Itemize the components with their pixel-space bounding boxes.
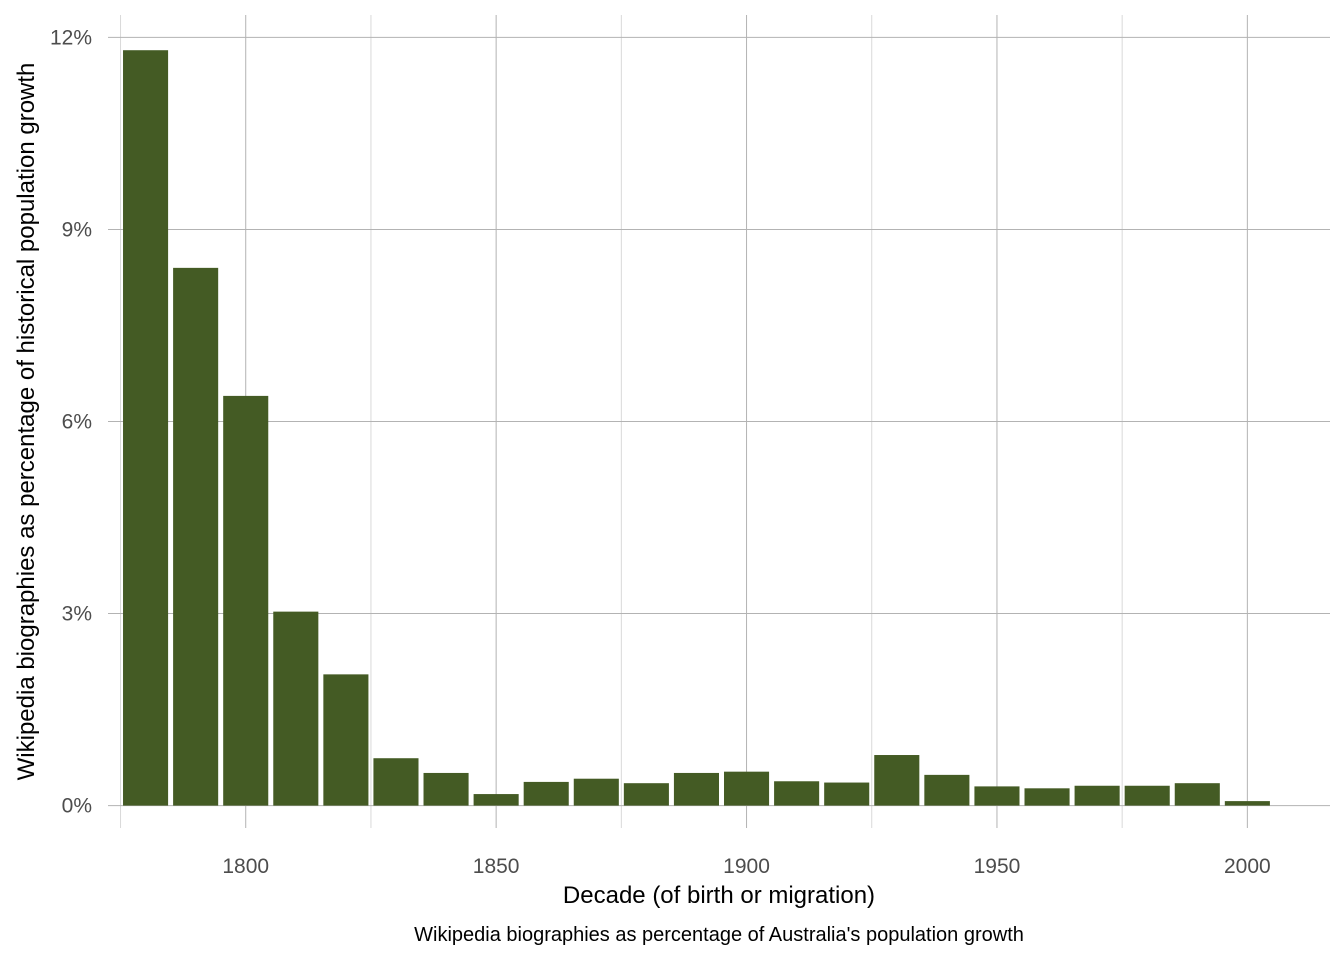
bar-1840 [423,772,469,806]
bar-1810 [273,611,319,806]
bar-1790 [173,267,219,806]
y-axis-title: Wikipedia biographies as percentage of h… [13,63,40,781]
bar-1910 [774,781,820,806]
bar-1850 [473,794,519,806]
bar-1980 [1124,785,1170,806]
bar-1780 [123,50,169,806]
bar-1800 [223,395,269,806]
bar-1930 [874,755,920,806]
bars [123,50,1270,806]
y-tick-label: 9% [62,218,92,241]
x-tick-label: 1800 [222,855,269,878]
bar-2000 [1224,801,1270,806]
bar-1860 [523,781,569,806]
x-tick-label: 1950 [974,855,1021,878]
bar-1960 [1024,788,1070,806]
x-axis-title: Decade (of birth or migration) [563,882,875,909]
bar-1830 [373,758,419,806]
bar-1880 [623,783,669,806]
x-tick-label: 2000 [1224,855,1271,878]
y-tick-label: 3% [62,603,92,626]
x-tick-label: 1900 [723,855,770,878]
bar-1990 [1174,783,1220,806]
x-tick-label: 1850 [473,855,520,878]
y-tick-label: 12% [50,26,92,49]
bar-1820 [323,674,369,806]
y-tick-label: 0% [62,795,92,818]
bar-1900 [724,771,770,806]
bar-1940 [924,774,970,806]
bar-1890 [673,772,719,806]
tick-labels: 1800 1850 1900 1950 2000 0% 3% 6% 9% 12% [50,26,1271,878]
y-tick-label: 6% [62,411,92,434]
bar-1870 [573,778,619,806]
chart-caption: Wikipedia biographies as percentage of A… [414,924,1024,946]
bar-1920 [824,782,870,806]
bar-1970 [1074,785,1120,806]
bar-1950 [974,786,1020,806]
